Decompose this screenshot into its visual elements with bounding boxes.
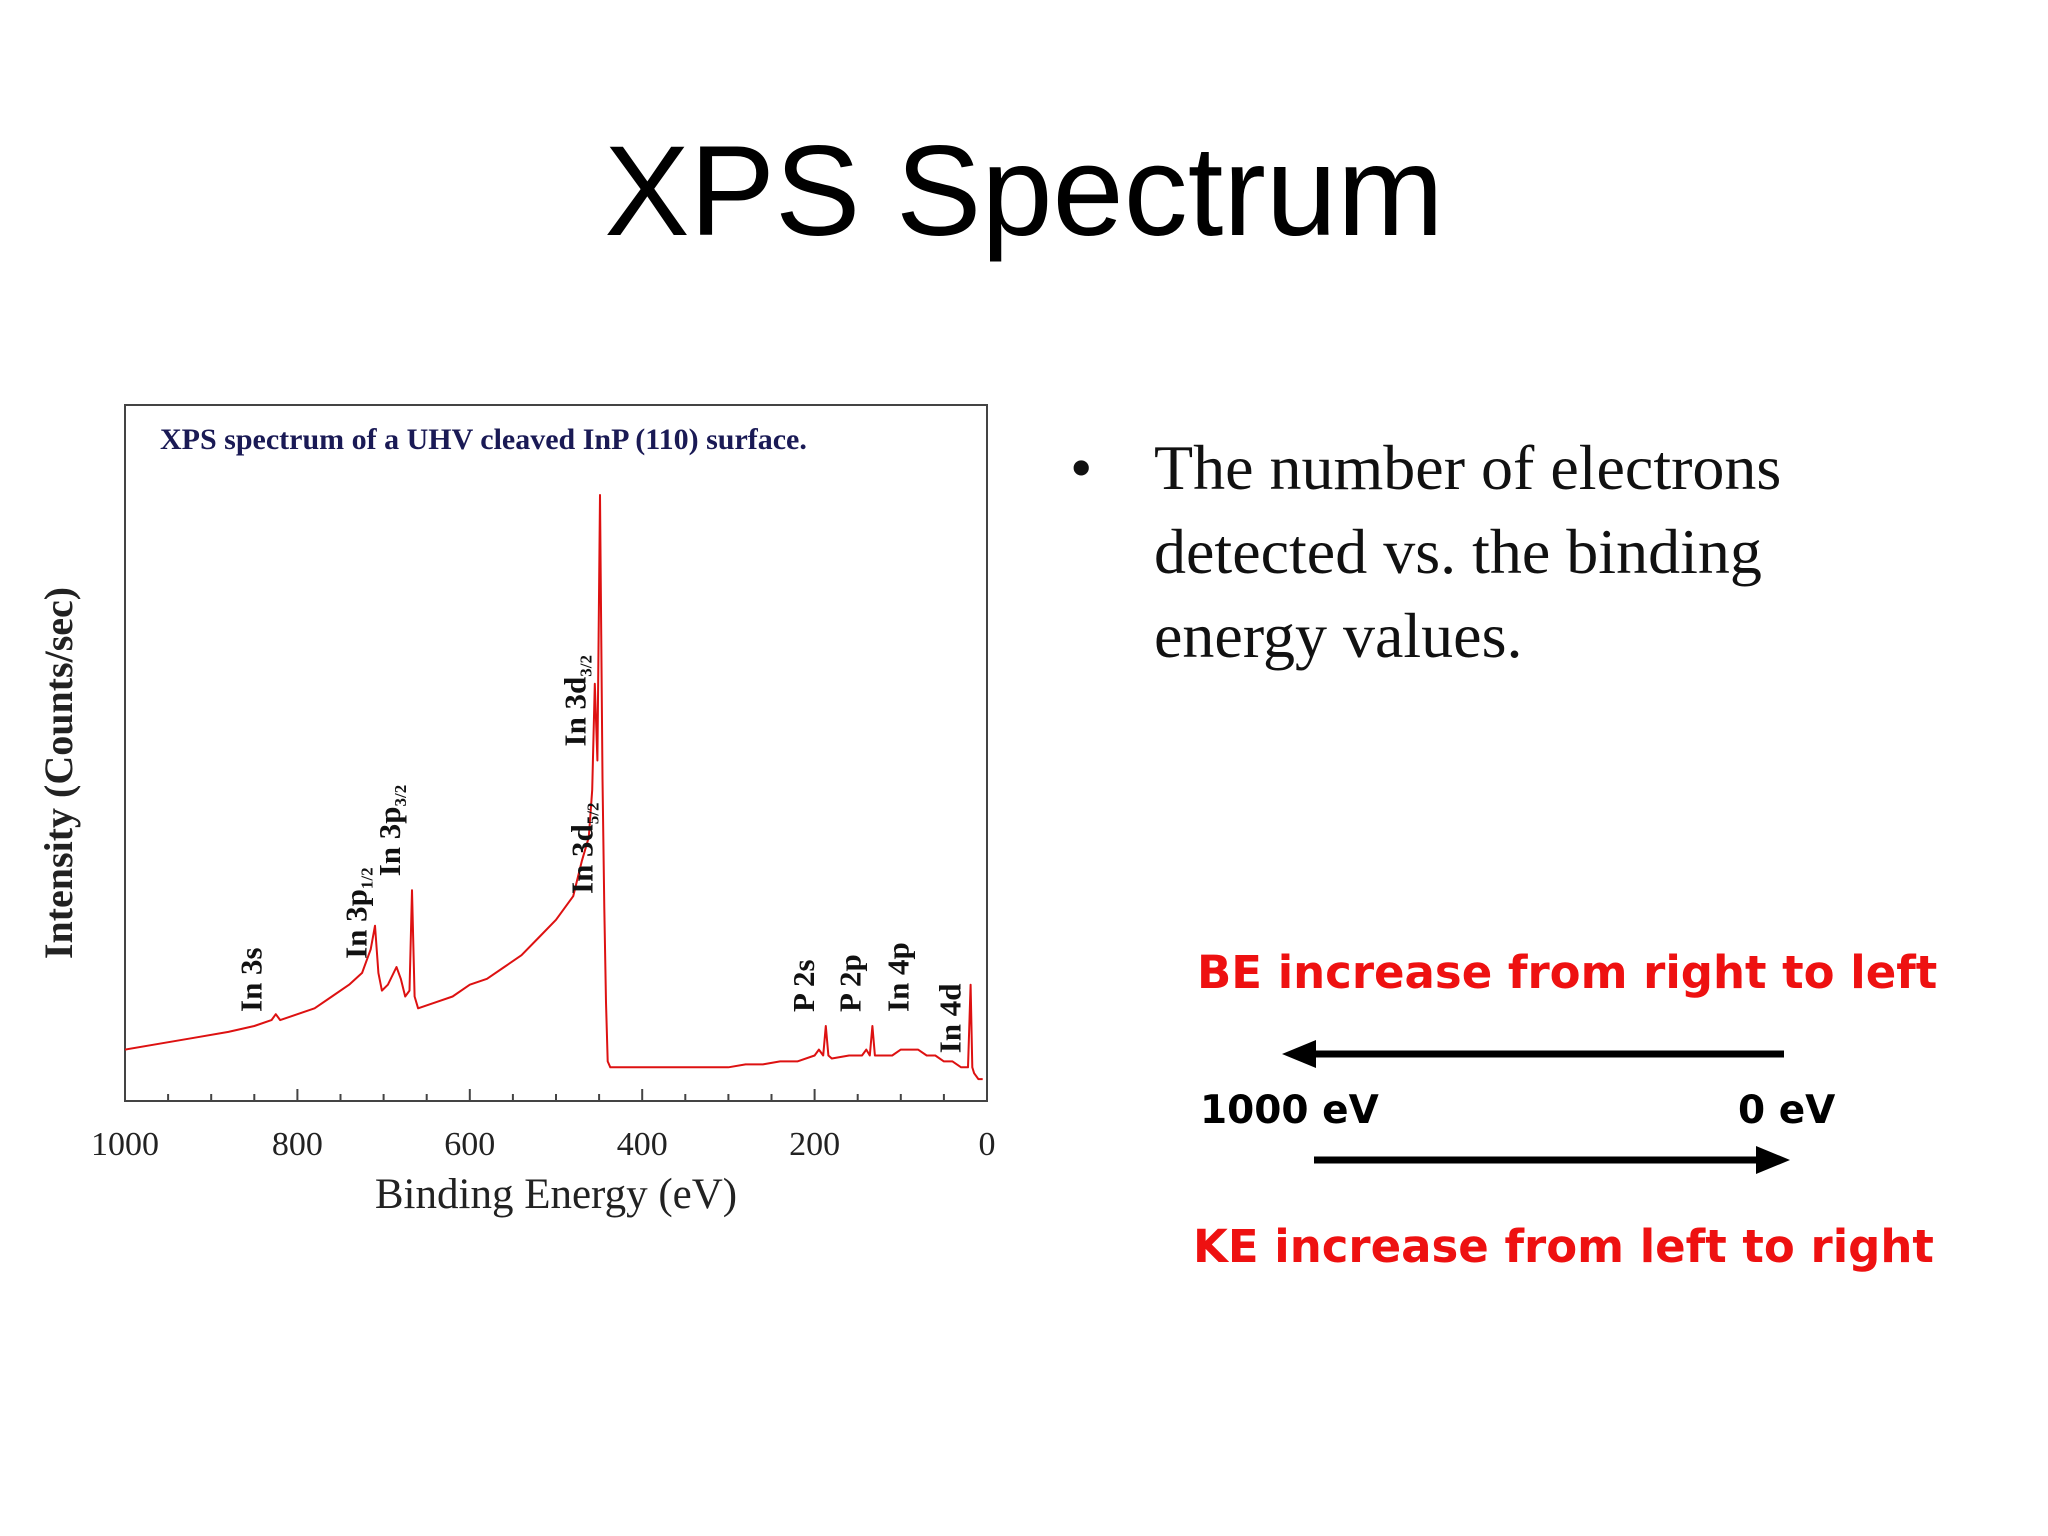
x-tick-label: 1000 — [91, 1126, 159, 1163]
left-energy-label: 1000 eV — [1200, 1088, 1379, 1133]
right-energy-label: 0 eV — [1738, 1088, 1836, 1133]
peak-label: P 2p — [832, 954, 867, 1012]
peak-label: P 2s — [786, 959, 821, 1012]
left-arrow — [1282, 1040, 1784, 1068]
ke-direction-label: KE increase from left to right — [1193, 1220, 1934, 1273]
peak-label: In 3s — [233, 947, 268, 1012]
x-axis-tick-labels: 1000 800 600 400 200 0 — [91, 1126, 996, 1163]
plot-frame — [124, 404, 988, 1102]
energy-direction-arrows — [1282, 1040, 1790, 1174]
peak-label: In 3p3/2 — [372, 785, 410, 877]
x-tick-label: 0 — [979, 1126, 996, 1163]
x-tick-label: 200 — [789, 1126, 840, 1163]
xps-spectrum-chart: XPS spectrum of a UHV cleaved InP (110) … — [36, 404, 996, 1218]
chart-title: XPS spectrum of a UHV cleaved InP (110) … — [160, 423, 807, 456]
bullet-text: The number of electrons detected vs. the… — [1154, 432, 1782, 671]
x-tick-label: 400 — [617, 1126, 668, 1163]
peak-label: In 4d — [932, 984, 967, 1054]
peak-label: In 3p1/2 — [338, 867, 376, 959]
y-axis-label: Intensity (Counts/sec) — [36, 587, 81, 959]
series-line — [124, 494, 983, 1081]
x-tick-label: 600 — [444, 1126, 495, 1163]
peak-label: In 4p — [881, 942, 916, 1012]
right-arrow — [1314, 1146, 1790, 1174]
bullet-marker: • — [1070, 432, 1093, 503]
peak-label: In 3d3/2 — [557, 655, 595, 747]
peak-labels: In 3s In 3p1/2In 3p3/2 In 3d3/2 In 3d5/2 P 2… — [233, 655, 967, 1053]
x-axis-ticks — [124, 1089, 988, 1101]
be-direction-label: BE increase from right to left — [1197, 946, 1938, 999]
x-tick-label: 800 — [272, 1126, 323, 1163]
x-axis-label: Binding Energy (eV) — [375, 1171, 737, 1218]
slide-title: XPS Spectrum — [604, 120, 1444, 263]
peak-label: In 3d5/2 — [564, 802, 602, 894]
